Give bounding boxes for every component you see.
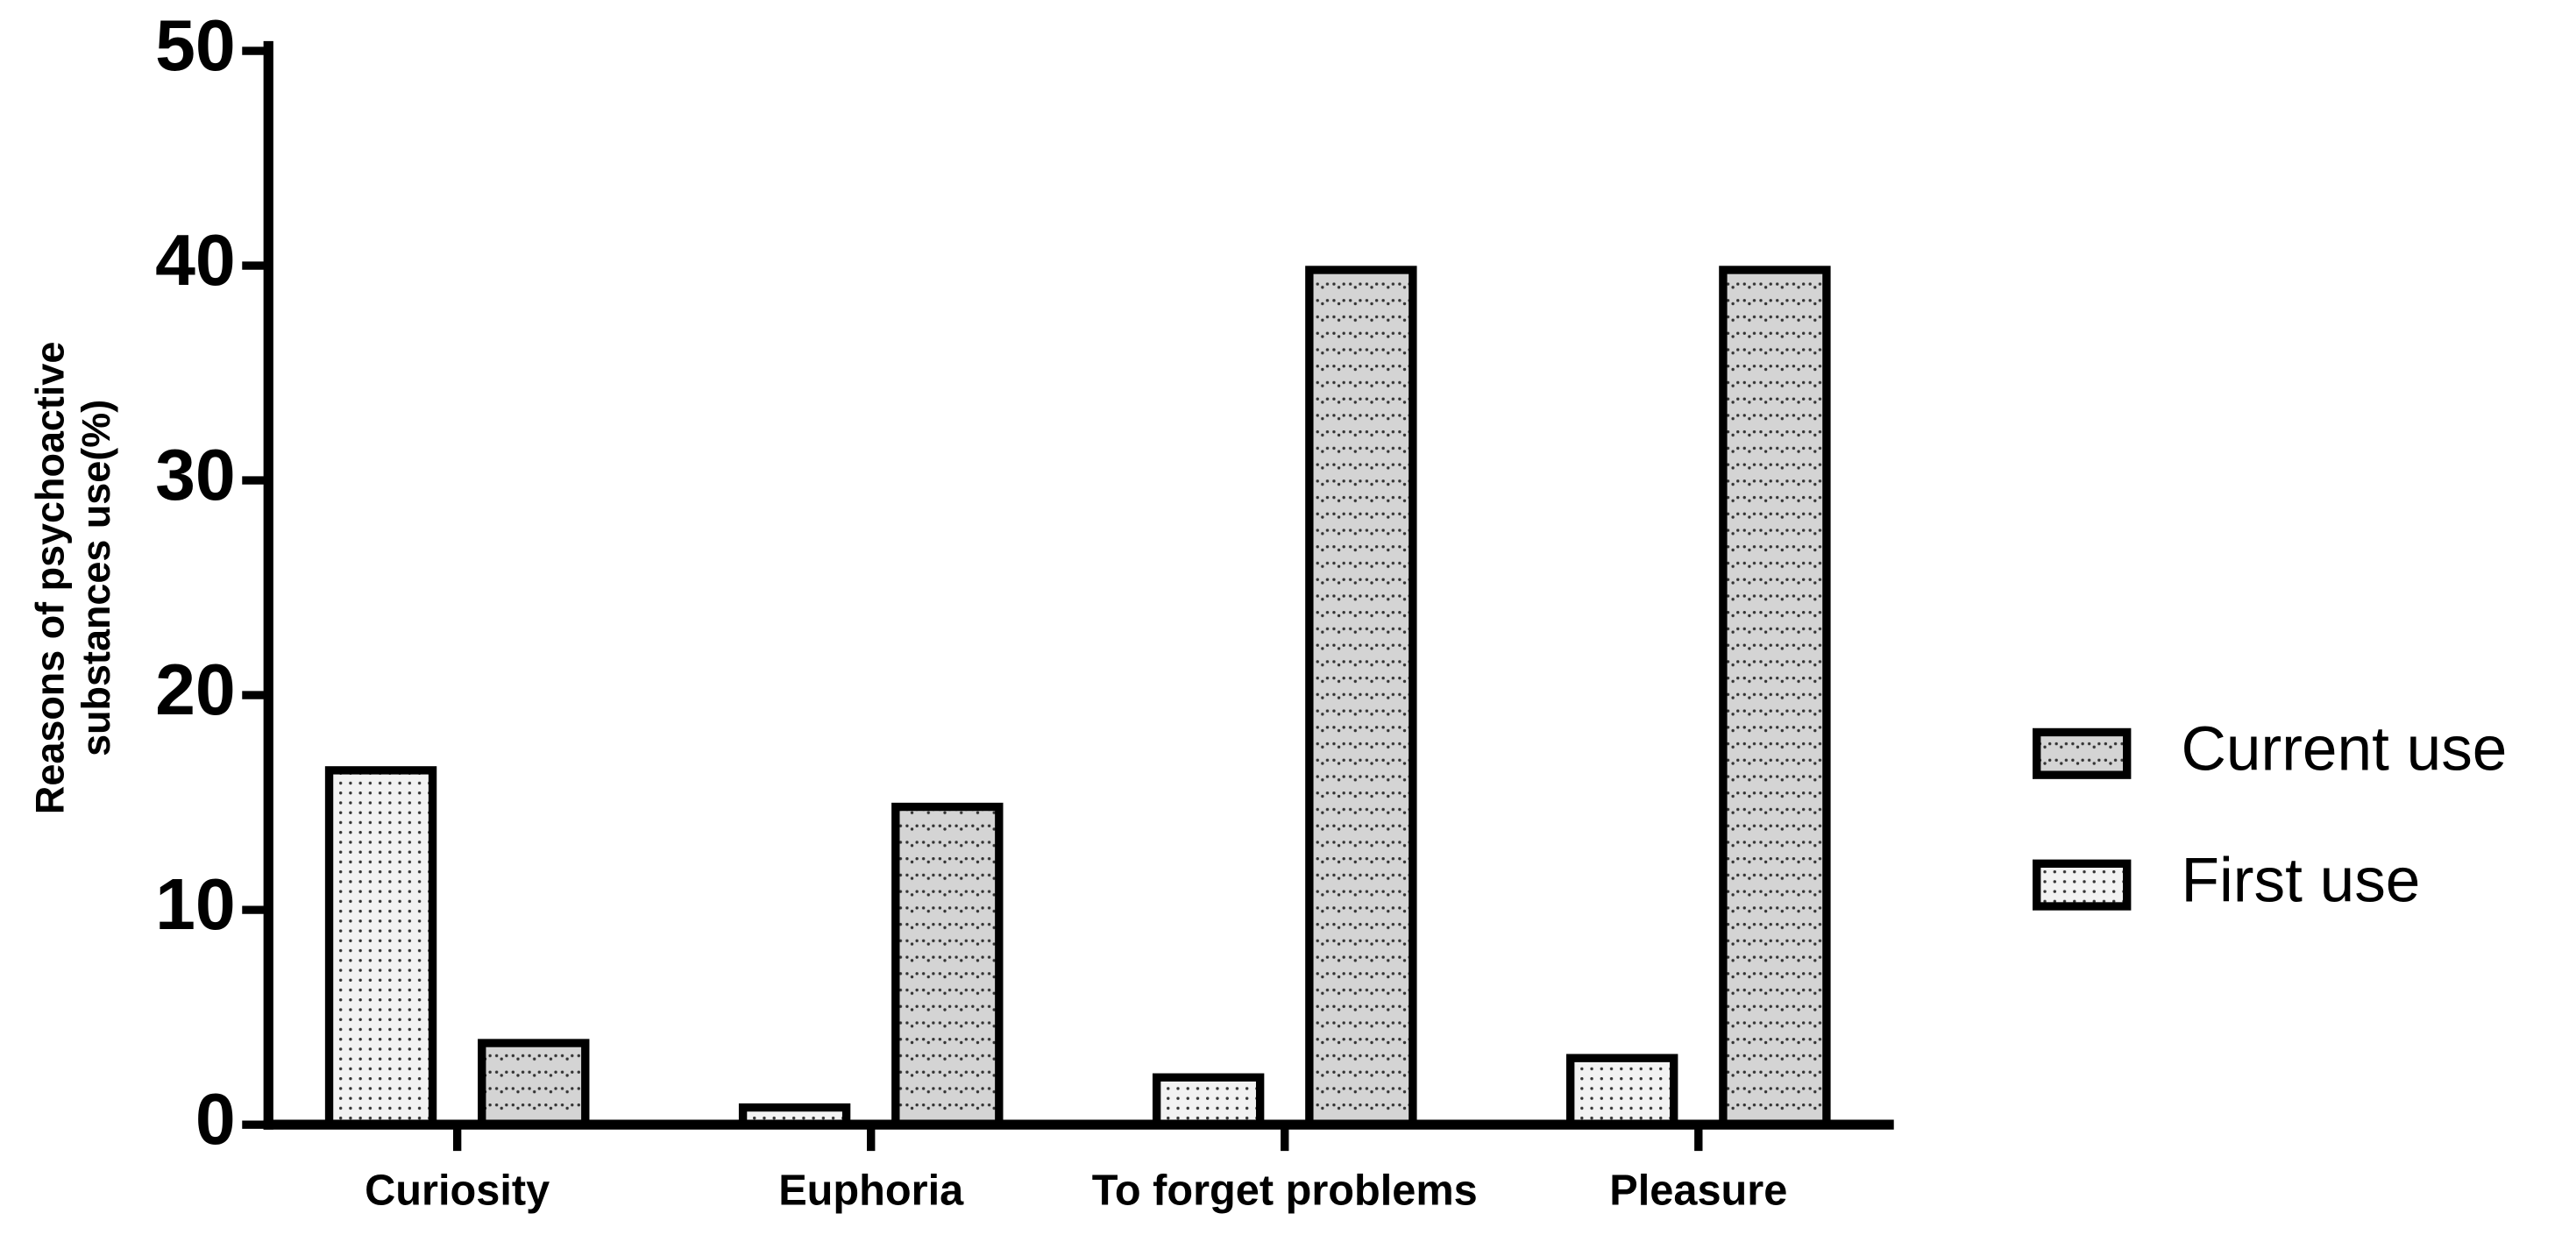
bar xyxy=(1152,1073,1265,1129)
x-tick-label: Euphoria xyxy=(778,1167,964,1215)
x-tick-label: To forget problems xyxy=(1092,1167,1478,1215)
legend-label: Current use xyxy=(2182,715,2508,784)
legend-swatch xyxy=(2032,727,2132,779)
bar xyxy=(478,1039,590,1129)
y-tick-label: 10 xyxy=(155,864,236,945)
bar xyxy=(324,766,437,1129)
legend-swatch xyxy=(2032,859,2132,911)
bar xyxy=(1305,266,1417,1129)
x-tick-label: Pleasure xyxy=(1609,1167,1787,1215)
y-tick-label: 0 xyxy=(195,1079,236,1160)
y-axis-label: Reasons of psychoactive xyxy=(28,342,73,814)
legend-label: First use xyxy=(2182,846,2421,915)
y-tick-label: 40 xyxy=(155,220,236,301)
bar xyxy=(891,802,1004,1129)
y-tick-label: 20 xyxy=(155,649,236,730)
bar xyxy=(1719,266,1831,1129)
bar xyxy=(1566,1054,1678,1129)
y-tick-label: 50 xyxy=(155,5,236,86)
y-tick-label: 30 xyxy=(155,435,236,515)
y-axis-label: substances use(%) xyxy=(74,400,118,756)
x-tick-label: Curiosity xyxy=(365,1167,550,1215)
